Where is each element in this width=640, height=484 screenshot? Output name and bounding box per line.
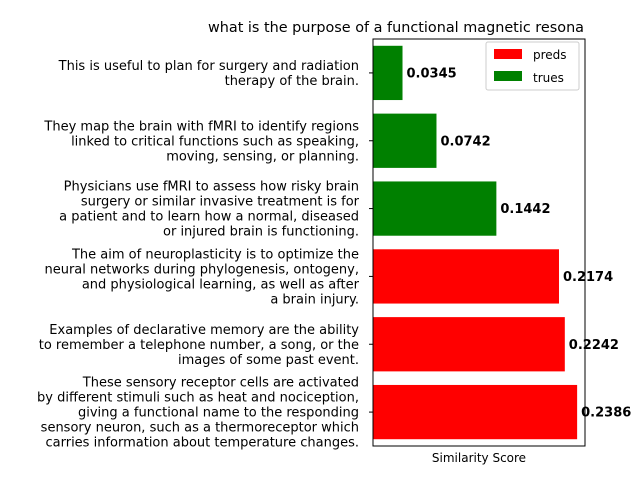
category-label-line: They map the brain with fMRI to identify… [43,119,359,134]
bar-value-label: 0.2174 [563,270,613,285]
category-label-line: a brain injury. [270,292,359,307]
category-label-line: giving a functional name to the respondi… [78,406,359,421]
category-label-line: a patient and to learn how a normal, dis… [59,210,359,225]
legend-swatch-preds [494,49,522,59]
category-label: These sensory receptor cells are activat… [37,376,359,451]
x-axis-label: Similarity Score [432,451,526,465]
bars [373,45,578,440]
category-label-line: therapy of the brain. [225,74,359,89]
bar-value-label: 0.1442 [500,202,550,217]
legend-label-preds: preds [533,48,567,62]
category-label-line: or injured brain is functioning. [163,225,359,240]
category-label-line: linked to critical functions such as spe… [71,134,359,149]
bar-trues-1 [373,113,437,168]
category-label-line: by different stimuli such as heat and no… [37,391,359,406]
category-label: Examples of declarative memory are the a… [39,323,360,368]
category-label-line: and physiological learning, as well as a… [82,277,360,292]
bar-value-label: 0.0742 [440,134,490,149]
bar-preds-5 [373,384,578,440]
bar-value-label: 0.0345 [407,66,457,81]
bar-trues-0 [373,45,403,101]
category-label-line: images of some past event. [178,353,359,368]
bar-preds-4 [373,317,565,372]
category-label: Physicians use fMRI to assess how risky … [59,180,359,240]
category-label: This is useful to plan for surgery and r… [58,59,359,89]
y-ticks [369,72,373,413]
category-label-line: The aim of neuroplasticity is to optimiz… [71,247,359,262]
category-label-line: carries information about temperature ch… [46,436,360,451]
category-label-line: sensory neuron, such as a thermoreceptor… [41,421,359,436]
category-label-line: These sensory receptor cells are activat… [82,376,359,391]
category-label: The aim of neuroplasticity is to optimiz… [44,247,359,307]
category-labels: This is useful to plan for surgery and r… [37,59,360,451]
category-label-line: This is useful to plan for surgery and r… [58,59,359,74]
category-label-line: moving, sensing, or planning. [166,149,359,164]
legend-label-trues: trues [533,71,564,85]
bar-value-label: 0.2386 [581,406,631,421]
legend-swatch-trues [494,71,522,81]
bar-trues-2 [373,181,497,236]
category-label-line: surgery or similar invasive treatment is… [81,195,360,210]
bar-value-label: 0.2242 [569,338,619,353]
bar-preds-3 [373,249,559,304]
chart-title: what is the purpose of a functional magn… [208,20,584,36]
category-label-line: neural networks during phylogenesis, ont… [44,262,359,277]
category-label-line: to remember a telephone number, a song, … [39,338,359,353]
category-label-line: Examples of declarative memory are the a… [49,323,359,338]
plot-area-frame [372,38,586,447]
value-labels: 0.0345 0.0742 0.1442 0.2174 0.2242 0.2386 [407,66,632,420]
legend: preds trues [485,41,580,91]
category-label-line: Physicians use fMRI to assess how risky … [64,180,359,195]
category-label: They map the brain with fMRI to identify… [43,119,359,164]
